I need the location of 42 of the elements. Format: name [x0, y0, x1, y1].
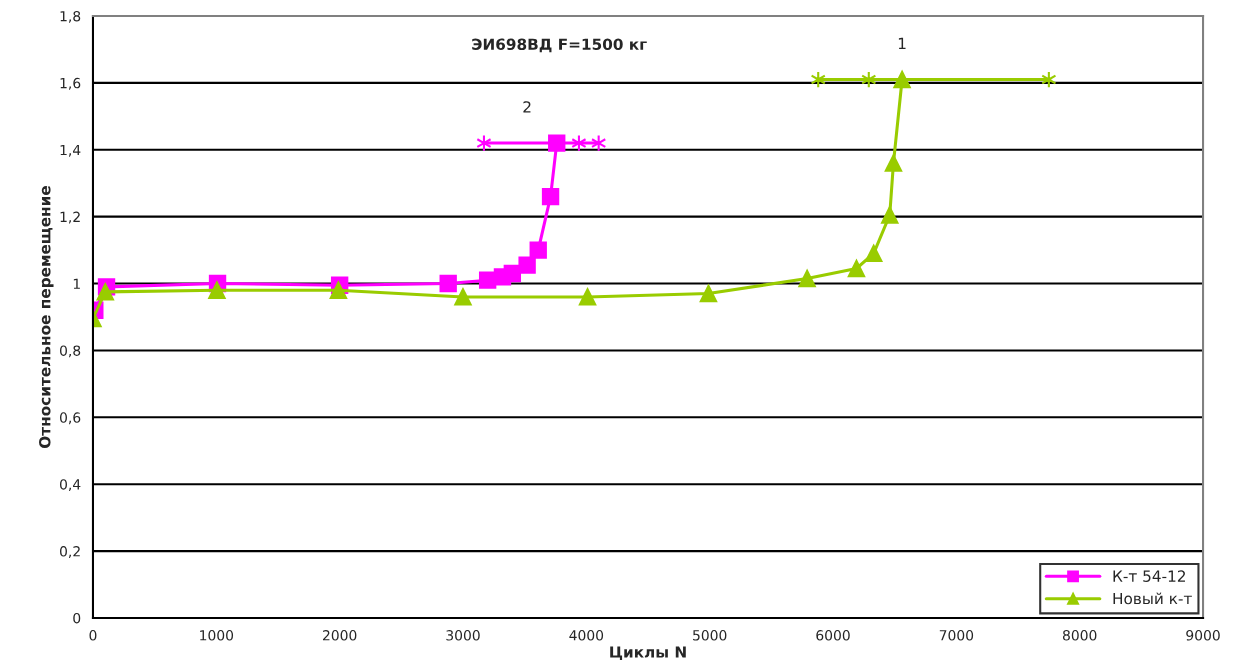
- text: ЭИ698ВД F=1500 кг: [472, 38, 647, 53]
- x-tick-label: 1000: [200, 630, 234, 641]
- point: [208, 281, 226, 299]
- point: [578, 288, 597, 306]
- x-tick-label: 8000: [1062, 630, 1097, 641]
- point: [439, 274, 457, 293]
- legend-label: К-т 54-12: [1113, 570, 1185, 582]
- x-tick-label: 4000: [569, 630, 604, 641]
- y-tick-label: 1,2: [60, 211, 80, 224]
- point: [798, 269, 816, 288]
- y-axis-title: Относительное перемещение: [39, 186, 54, 448]
- x-tick-label: 3000: [446, 630, 480, 641]
- point: [529, 241, 547, 259]
- point: [881, 206, 899, 224]
- x-tick-label: 2000: [322, 630, 357, 641]
- point: [847, 259, 866, 278]
- x-tick-label: 0: [89, 630, 97, 641]
- point: [96, 283, 114, 301]
- y-tick-label: 1,4: [60, 144, 81, 157]
- point: [884, 154, 903, 172]
- point: [541, 187, 560, 206]
- point: [518, 256, 536, 274]
- point: [865, 244, 883, 263]
- y-tick-label: 1: [73, 278, 80, 289]
- x-tick-label: 5000: [693, 630, 727, 641]
- y-tick-label: 1,8: [60, 10, 81, 23]
- x-tick-label: 6000: [816, 630, 850, 641]
- legend-label: Новый к-т: [1113, 592, 1192, 605]
- y-tick-label: 0,2: [59, 546, 80, 558]
- y-tick-label: 0,6: [59, 412, 81, 425]
- annotation: 2: [523, 101, 531, 113]
- y-tick-label: 0,4: [59, 479, 81, 492]
- annotation: 1: [898, 37, 906, 49]
- point: [699, 284, 718, 303]
- x-axis-title: Циклы N: [610, 646, 686, 661]
- x-tick-label: 7000: [939, 630, 974, 641]
- y-tick-label: 0: [73, 612, 81, 624]
- point: [329, 281, 348, 299]
- x-tick-label: 9000: [1186, 630, 1220, 641]
- y-tick-label: 0,8: [59, 345, 81, 358]
- y-tick-label: 1,6: [60, 77, 81, 90]
- point: [454, 288, 472, 306]
